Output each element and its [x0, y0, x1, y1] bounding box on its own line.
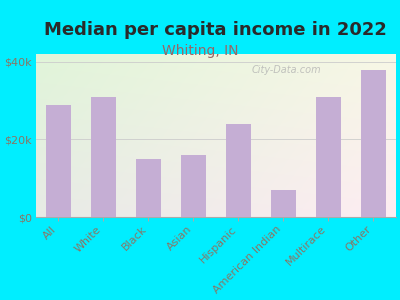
Title: Median per capita income in 2022: Median per capita income in 2022	[44, 21, 387, 39]
Bar	[226, 124, 251, 217]
Bar	[136, 159, 161, 217]
Bar	[316, 97, 341, 217]
Bar	[361, 70, 386, 217]
Text: City-Data.com: City-Data.com	[252, 65, 322, 75]
Bar	[271, 190, 296, 217]
Text: Whiting, IN: Whiting, IN	[162, 44, 238, 58]
Bar	[181, 155, 206, 217]
Bar	[91, 97, 116, 217]
Bar	[46, 104, 71, 217]
